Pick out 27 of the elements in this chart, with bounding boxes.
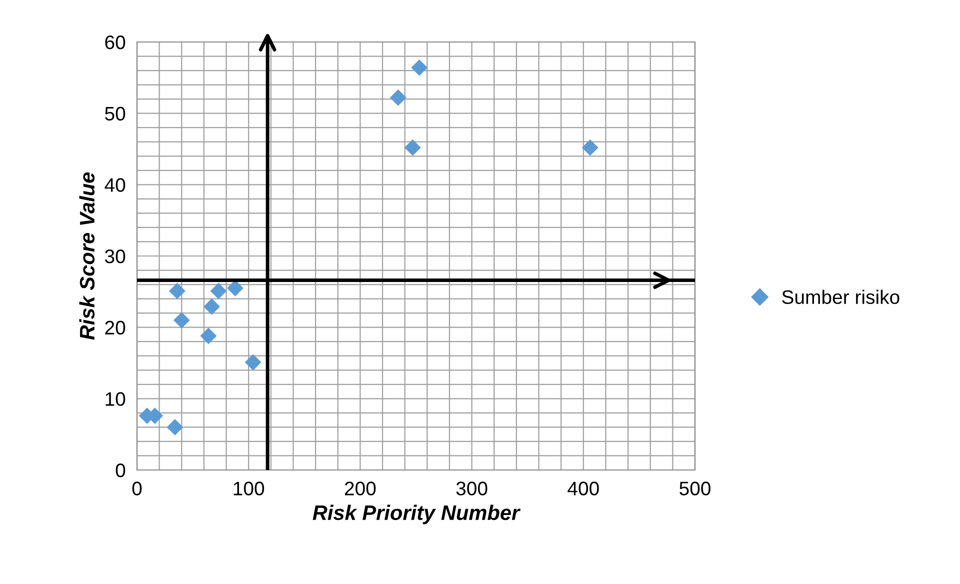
y-tick-label: 50	[105, 106, 126, 121]
legend-label: Sumber risiko	[782, 290, 900, 304]
point	[582, 139, 598, 156]
x-tick-label: 100	[234, 482, 264, 496]
point	[390, 89, 406, 106]
point	[404, 139, 421, 156]
point	[168, 282, 186, 300]
x-tick-label: 400	[568, 482, 599, 496]
y-tick-label: 30	[105, 249, 126, 264]
point	[173, 312, 190, 328]
y-tick-label: 10	[106, 392, 126, 406]
x-tick-label: 200	[344, 482, 376, 496]
x-axis-title: Risk Priority Number	[312, 504, 521, 524]
y-tick-label: 20	[105, 320, 126, 335]
point	[204, 298, 220, 315]
point	[411, 59, 428, 76]
x-tick-label: 0	[132, 482, 142, 496]
y-tick-label: 60	[105, 35, 126, 50]
point	[200, 328, 217, 344]
y-tick-label: 40	[104, 178, 126, 192]
y-axis-title: Risk Score Value	[79, 172, 95, 340]
y-tick-label: 0	[116, 463, 126, 478]
point	[166, 418, 184, 436]
x-tick-label: 500	[680, 482, 710, 496]
point	[244, 354, 262, 371]
x-tick-label: 300	[456, 482, 488, 496]
point	[210, 282, 227, 300]
